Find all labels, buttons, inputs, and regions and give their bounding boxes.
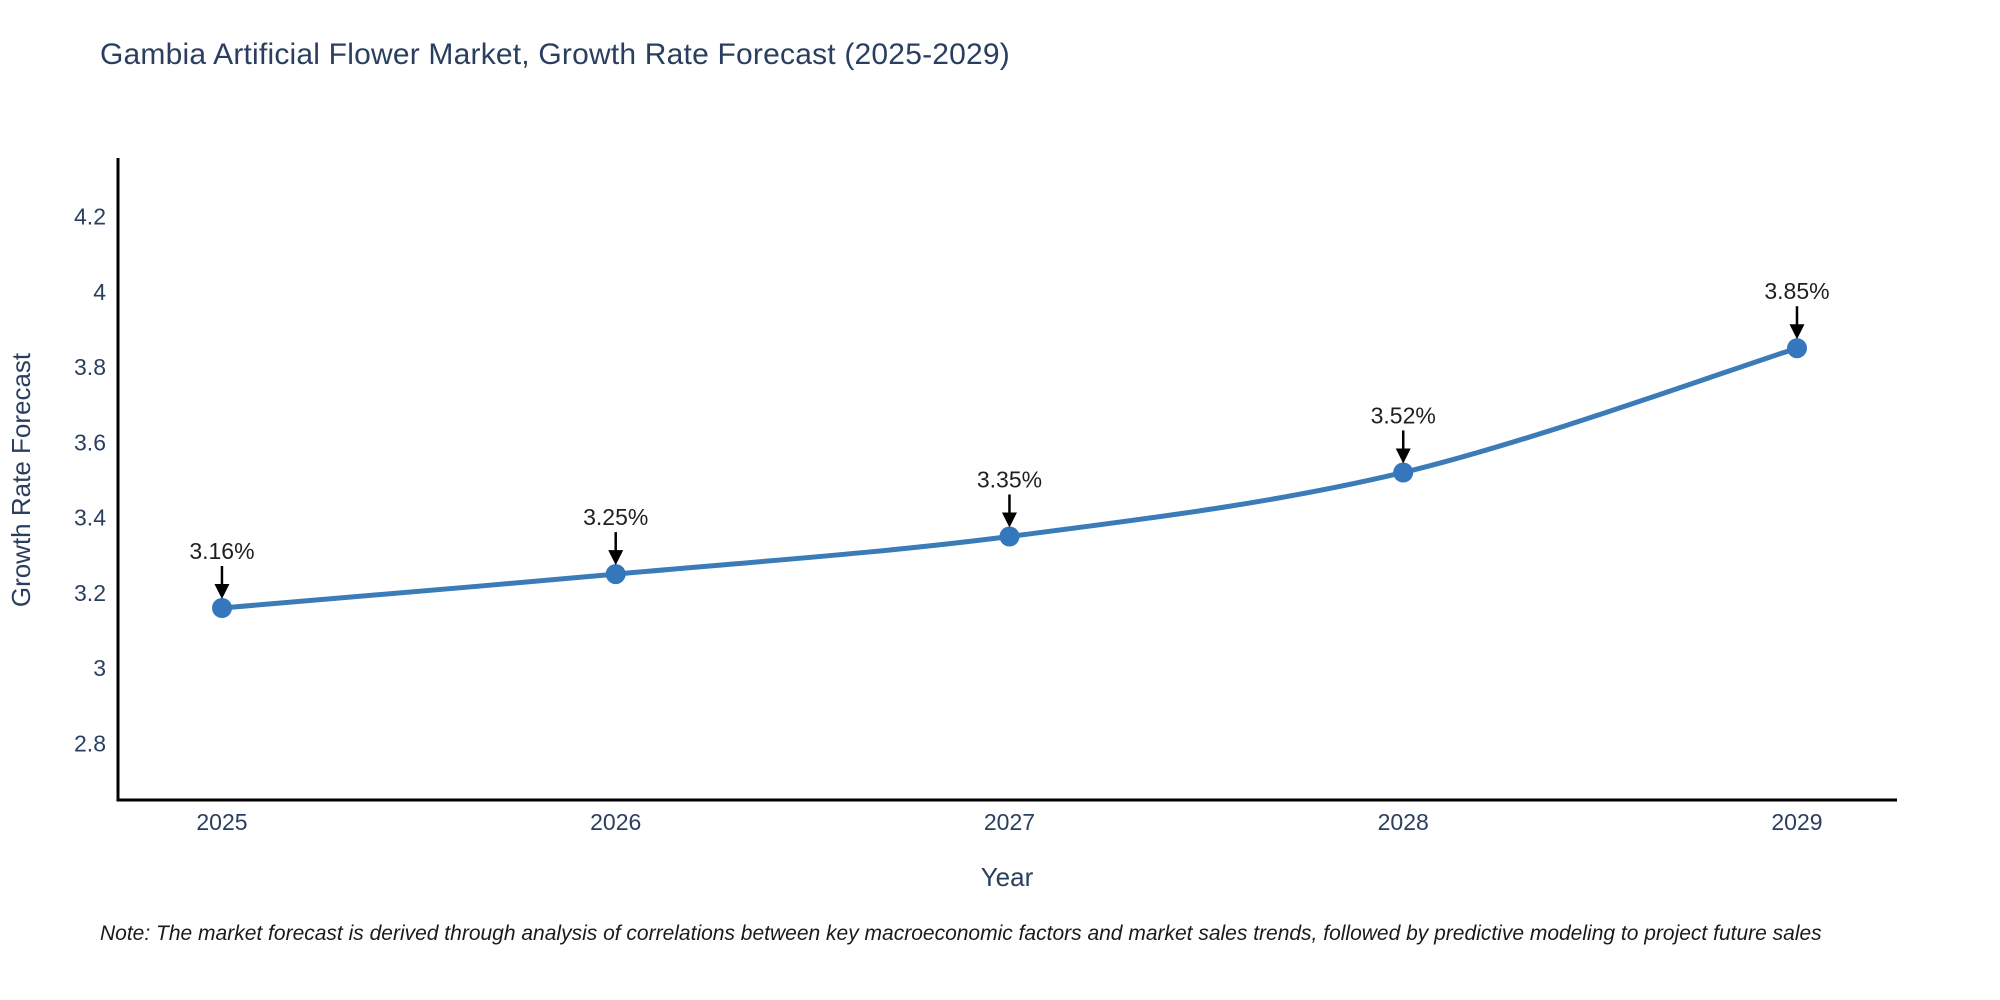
annotation-label: 3.25% [583,504,648,530]
annotation-label: 3.35% [977,466,1042,492]
data-point-marker [999,526,1020,547]
annotation-arrowhead-icon [1395,448,1411,464]
y-tick-label: 3.6 [74,429,106,455]
y-tick-label: 3 [93,655,106,681]
annotation-label: 3.85% [1764,278,1829,304]
y-tick-label: 3.2 [74,580,106,606]
x-tick-label: 2026 [590,809,641,835]
y-tick-label: 4.2 [74,203,106,229]
annotation-arrowhead-icon [608,550,624,566]
annotations: 3.16% 3.25% 3.35% 3.52% 3.85% [189,278,1830,599]
chart-title: Gambia Artificial Flower Market, Growth … [100,38,1010,71]
footnote: Note: The market forecast is derived thr… [100,922,1822,945]
y-tick-label: 3.8 [74,354,106,380]
y-tick-label: 2.8 [74,731,106,757]
y-tick-label: 3.4 [74,505,106,531]
y-axis-title: Growth Rate Forecast [6,352,36,607]
x-tick-label: 2029 [1771,809,1822,835]
data-point-marker [212,598,232,618]
y-tick-label: 4 [93,279,106,305]
data-point-marker [605,564,626,585]
annotation-arrowhead-icon [1789,324,1805,340]
x-axis-title: Year [981,862,1034,892]
series-growth-rate [212,338,1807,618]
data-point-marker [1787,338,1807,359]
tick-labels: 2.8 3 3.2 3.4 3.6 3.8 4 4.2 2025 2026 2027 2028 2029 [74,203,1823,835]
data-point-marker [1393,462,1414,483]
axes [116,158,1897,802]
annotation-arrowhead-icon [214,584,230,599]
x-tick-label: 2028 [1378,809,1429,835]
x-tick-label: 2025 [196,809,247,835]
x-tick-label: 2027 [984,809,1035,835]
annotation-label: 3.16% [189,538,254,564]
annotation-arrowhead-icon [1001,512,1017,528]
annotation-label: 3.52% [1371,402,1436,428]
